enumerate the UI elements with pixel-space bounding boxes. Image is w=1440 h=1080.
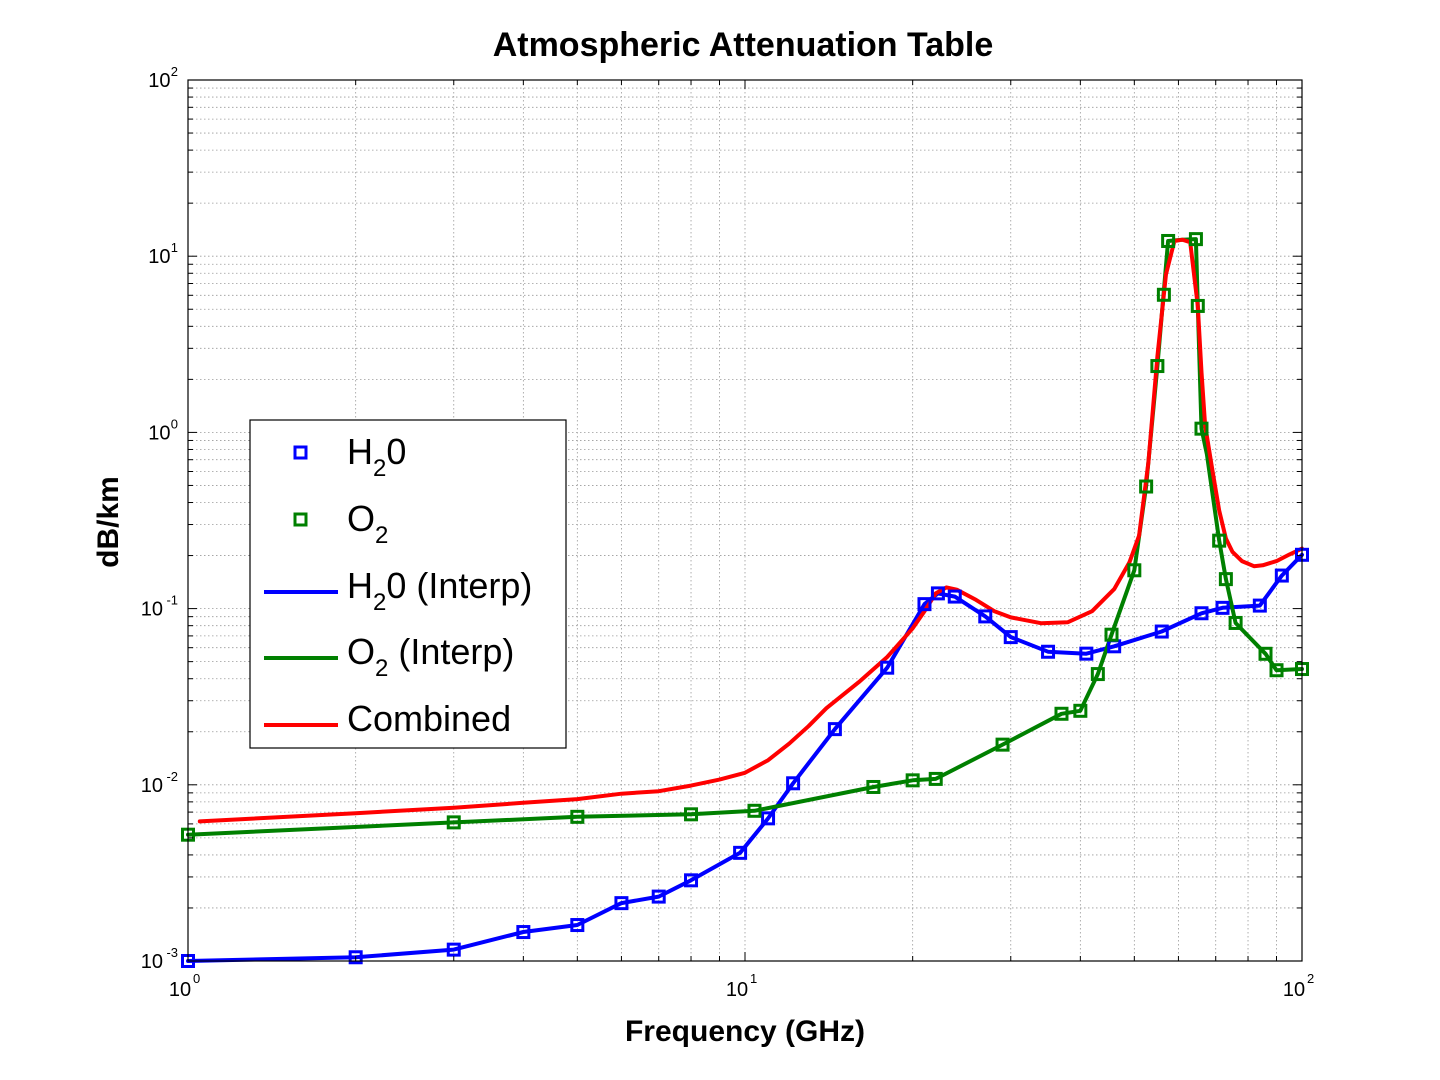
series-marker xyxy=(1274,568,1289,583)
legend-marker xyxy=(293,445,308,460)
legend-label: O2 (Interp) xyxy=(347,631,514,682)
y-tick-label: 10 xyxy=(148,246,170,268)
y-tick-label: 10 xyxy=(141,599,163,621)
series-marker xyxy=(905,773,920,788)
series-marker xyxy=(1212,533,1227,548)
x-tick-exponent: 0 xyxy=(193,971,200,986)
series-marker xyxy=(1194,606,1209,621)
legend-label: O2 xyxy=(347,498,388,549)
y-tick-exponent: -1 xyxy=(166,593,178,608)
y-tick-label: 10 xyxy=(148,70,170,92)
x-tick-exponent: 2 xyxy=(1307,971,1314,986)
series-marker xyxy=(1188,232,1203,247)
x-tick-exponent: 1 xyxy=(750,971,757,986)
legend-label-main: Combined xyxy=(347,698,511,739)
series-marker xyxy=(684,807,699,822)
series-marker xyxy=(516,925,531,940)
series-marker xyxy=(1269,663,1284,678)
legend-marker xyxy=(293,512,308,527)
y-tick-exponent: 1 xyxy=(171,240,178,255)
y-tick-label: 10 xyxy=(141,951,163,973)
series-marker xyxy=(761,811,776,826)
series-marker xyxy=(1150,359,1165,374)
series-marker xyxy=(930,586,945,601)
series-marker xyxy=(786,776,801,791)
legend-label-subscript: 2 xyxy=(373,589,386,616)
series-marker xyxy=(1104,627,1119,642)
y-tick-exponent: 2 xyxy=(171,64,178,79)
legend-label-rest: (Interp) xyxy=(388,631,514,672)
series-marker xyxy=(651,889,666,904)
x-tick-label: 10 xyxy=(1283,979,1305,1001)
y-tick-label: 10 xyxy=(148,422,170,444)
legend-label-main: O xyxy=(347,498,375,539)
series-marker xyxy=(866,779,881,794)
x-axis-label: Frequency (GHz) xyxy=(625,1015,865,1048)
chart-title: Atmospheric Attenuation Table xyxy=(493,26,994,64)
series-marker xyxy=(947,589,962,604)
legend-label: H20 (Interp) xyxy=(347,565,532,616)
series-line xyxy=(186,552,1304,963)
series-marker xyxy=(570,809,585,824)
series-marker xyxy=(880,660,895,675)
legend-label-subscript: 2 xyxy=(375,522,388,549)
series-marker xyxy=(1258,646,1273,661)
series-line xyxy=(197,237,1304,824)
series-marker xyxy=(1161,233,1176,248)
series-marker xyxy=(348,950,363,965)
series-marker xyxy=(1228,615,1243,630)
x-tick-label: 10 xyxy=(726,979,748,1001)
series-marker xyxy=(614,896,629,911)
series-marker xyxy=(733,845,748,860)
series-marker xyxy=(1154,624,1169,639)
y-tick-exponent: -3 xyxy=(166,945,178,960)
legend-label-subscript: 2 xyxy=(373,455,386,482)
y-axis-label: dB/km xyxy=(92,476,125,568)
y-tick-label: 10 xyxy=(141,775,163,797)
y-tick-exponent: -2 xyxy=(166,769,178,784)
series-marker xyxy=(1079,646,1094,661)
series-marker xyxy=(1194,421,1209,436)
series-marker xyxy=(1190,298,1205,313)
legend-label: Combined xyxy=(347,698,511,739)
series-marker xyxy=(917,597,932,612)
legend-label-rest: 0 (Interp) xyxy=(386,565,532,606)
series-marker xyxy=(1156,287,1171,302)
series-marker xyxy=(1127,563,1142,578)
series-marker xyxy=(1041,644,1056,659)
x-tick-label: 10 xyxy=(169,979,191,1001)
series-marker xyxy=(747,803,762,818)
series-marker xyxy=(1054,706,1069,721)
legend-box xyxy=(249,419,567,749)
series-marker xyxy=(446,942,461,957)
legend-label: H20 xyxy=(347,431,406,482)
legend-label-main: H xyxy=(347,565,373,606)
series-marker xyxy=(684,873,699,888)
legend-label-subscript: 2 xyxy=(375,655,388,682)
legend-label-main: H xyxy=(347,431,373,472)
series-marker xyxy=(1073,703,1088,718)
series-marker xyxy=(570,918,585,933)
series-marker xyxy=(928,771,943,786)
series-marker xyxy=(1139,479,1154,494)
tick-marks xyxy=(188,80,1302,961)
series-layer xyxy=(181,232,1309,968)
series-marker xyxy=(446,815,461,830)
series-marker xyxy=(1218,572,1233,587)
series-marker xyxy=(827,722,842,737)
series-marker xyxy=(1215,600,1230,615)
series-marker xyxy=(1252,598,1267,613)
legend-label-rest: 0 xyxy=(386,431,406,472)
series-marker xyxy=(978,609,993,624)
y-tick-exponent: 0 xyxy=(171,416,178,431)
series-marker xyxy=(1090,667,1105,682)
major-grid xyxy=(188,80,1302,961)
series-marker xyxy=(1003,630,1018,645)
legend-label-main: O xyxy=(347,631,375,672)
series-marker xyxy=(995,737,1010,752)
